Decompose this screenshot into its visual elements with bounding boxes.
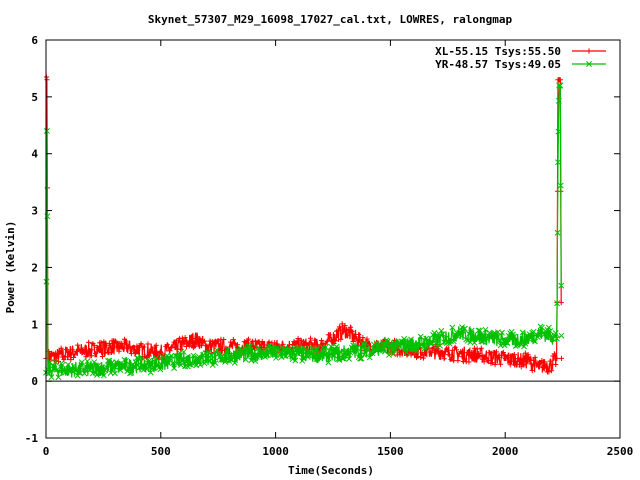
x-tick-label: 1500 — [377, 445, 404, 458]
x-tick-label: 2500 — [607, 445, 634, 458]
y-tick-label: -1 — [25, 432, 39, 445]
plot-area — [43, 74, 565, 381]
legend-marker — [586, 48, 592, 54]
chart-title: Skynet_57307_M29_16098_17027_cal.txt, LO… — [148, 13, 513, 26]
y-tick-label: 0 — [31, 375, 38, 388]
y-tick-label: 5 — [31, 91, 38, 104]
x-tick-label: 1000 — [262, 445, 289, 458]
y-tick-label: 6 — [31, 34, 38, 47]
series-line — [45, 84, 562, 378]
y-axis-label: Power (Kelvin) — [4, 221, 17, 314]
legend-label: XL-55.15 Tsys:55.50 — [435, 45, 561, 58]
plot-frame — [45, 39, 621, 439]
y-tick-label: 4 — [31, 148, 38, 161]
legend-marker — [586, 61, 592, 67]
legend-label: YR-48.57 Tsys:49.05 — [435, 58, 561, 71]
x-tick-label: 0 — [43, 445, 50, 458]
x-tick-label: 500 — [151, 445, 171, 458]
y-tick-label: 2 — [31, 261, 38, 274]
axes: -1 0 1 2 3 4 5 6 0 500 1000 1500 2000 2500 — [25, 34, 634, 458]
x-tick-label: 2000 — [492, 445, 519, 458]
y-tick-label: 1 — [31, 318, 38, 331]
y-tick-label: 3 — [31, 205, 38, 218]
x-axis-label: Time(Seconds) — [288, 464, 374, 477]
series-yr — [43, 82, 565, 381]
